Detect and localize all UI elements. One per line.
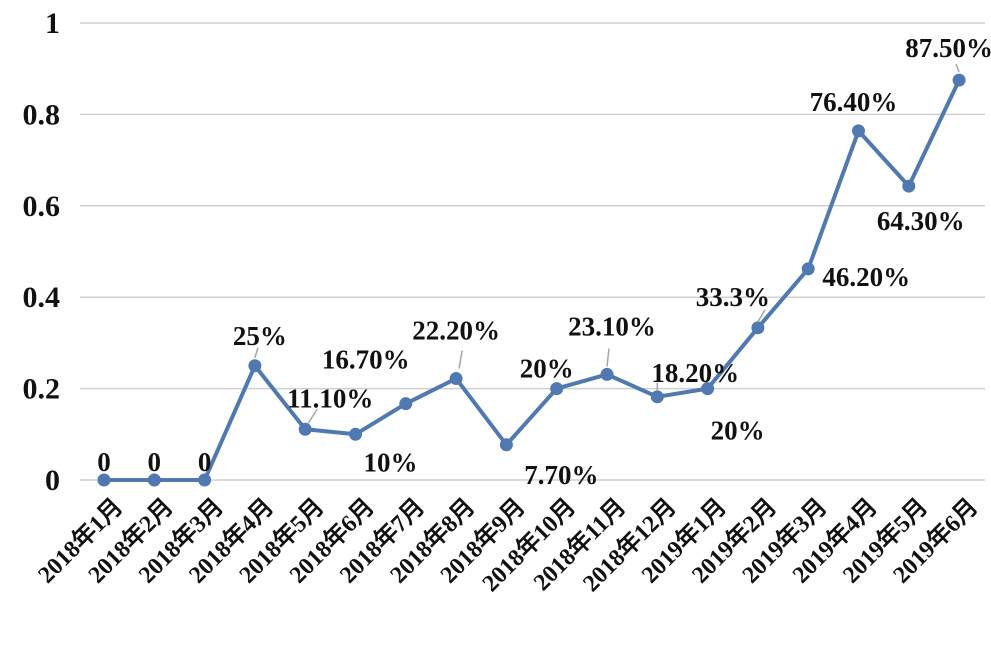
label-leader-line bbox=[757, 309, 766, 323]
data-label: 33.3% bbox=[696, 282, 770, 312]
data-label: 16.70% bbox=[322, 345, 410, 375]
data-point bbox=[97, 473, 111, 487]
data-label: 23.10% bbox=[568, 311, 656, 341]
data-point bbox=[852, 124, 865, 138]
data-point bbox=[499, 438, 513, 452]
data-label: 20% bbox=[711, 416, 765, 446]
y-tick-label: 0.4 bbox=[23, 281, 61, 314]
data-label: 76.40% bbox=[810, 87, 898, 117]
data-label: 87.50% bbox=[905, 33, 991, 63]
y-axis-tick-labels: 0 0.2 0.4 0.6 0.8 1 bbox=[23, 7, 61, 497]
data-point bbox=[550, 382, 564, 396]
label-leader-line bbox=[307, 408, 318, 424]
data-point bbox=[147, 473, 161, 487]
series-line bbox=[102, 78, 962, 482]
data-point bbox=[449, 372, 463, 386]
data-label: 22.20% bbox=[412, 316, 500, 346]
data-label: 46.20% bbox=[822, 262, 910, 292]
label-leader-line bbox=[606, 348, 610, 367]
y-tick-label: 0.8 bbox=[23, 98, 61, 131]
y-tick-label: 1 bbox=[45, 7, 60, 40]
data-point bbox=[399, 397, 413, 411]
y-tick-label: 0.6 bbox=[23, 190, 61, 223]
data-point bbox=[650, 390, 664, 404]
data-labels: 0 0 0 25% 11.10% 10% 16.70%22.20% 7.70% 20% 23.10… bbox=[97, 33, 991, 490]
data-label: 0 bbox=[148, 447, 162, 477]
data-label: 7.70% bbox=[524, 460, 598, 490]
data-point bbox=[298, 422, 312, 436]
data-label: 18.20% bbox=[651, 358, 739, 388]
x-axis-tick-labels: 2018年1月2018年2月2018年3月2018年4月2018年5月2018年… bbox=[32, 492, 983, 597]
grid-lines bbox=[80, 22, 985, 481]
label-leader-line bbox=[458, 350, 463, 369]
data-point bbox=[751, 321, 765, 335]
data-point bbox=[952, 73, 966, 87]
label-leader-line bbox=[254, 347, 259, 358]
data-point bbox=[701, 382, 715, 396]
label-leader-line bbox=[955, 63, 960, 73]
data-point bbox=[902, 179, 916, 193]
data-point bbox=[248, 359, 262, 373]
y-tick-label: 0.2 bbox=[23, 373, 61, 406]
data-label: 10% bbox=[364, 447, 418, 477]
data-label: 11.10% bbox=[287, 383, 373, 413]
data-point bbox=[801, 262, 815, 276]
data-label: 64.30% bbox=[877, 206, 965, 236]
data-label: 0 bbox=[198, 447, 212, 477]
y-tick-label: 0 bbox=[45, 464, 60, 497]
data-label: 0 bbox=[97, 447, 111, 477]
data-point bbox=[349, 427, 362, 441]
data-point bbox=[198, 473, 212, 487]
data-label: 20% bbox=[520, 354, 574, 384]
data-label: 25% bbox=[233, 321, 287, 351]
series-line-group bbox=[97, 73, 966, 487]
data-point bbox=[600, 367, 614, 381]
